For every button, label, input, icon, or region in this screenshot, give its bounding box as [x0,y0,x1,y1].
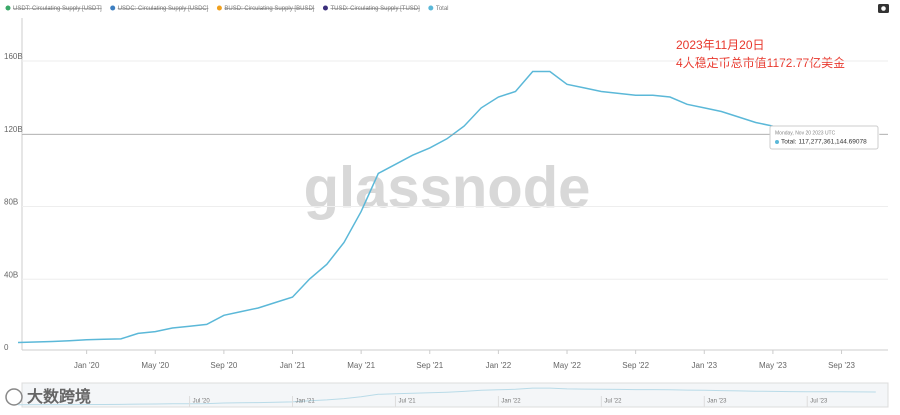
x-tick-label: May '23 [759,361,787,370]
legend-marker [428,5,434,11]
tooltip-label: Total: [781,139,797,146]
brand-text: 大数跨境 [27,387,91,406]
annotation: 2023年11月20日 [676,38,765,52]
navigator-tick-label: Jul '23 [810,399,828,405]
navigator-line [17,387,876,406]
navigator-tick-label: Jul '20 [193,399,211,405]
navigator-tick-label: Jan '22 [501,399,521,405]
legend-label: USDT: Circulating Supply [USDT] [13,6,102,12]
tooltip-marker [775,140,779,144]
y-tick-label: 80B [4,198,18,207]
tooltip-title: Monday, Nov 20 2023 UTC [775,130,836,136]
x-tick-label: Sep '20 [210,361,237,370]
legend-label: TUSD: Circulating Supply [TUSD] [330,6,420,12]
legend-marker [110,5,116,11]
legend-marker [5,5,11,11]
navigator[interactable] [21,382,889,408]
camera-icon[interactable] [878,4,889,13]
annotation: 4大稳定币总市值1172.77亿美金 [676,55,845,70]
legend-label: USDC: Circulating Supply [USDC] [118,6,209,12]
navigator-tick-label: Jul '22 [604,399,622,405]
brand-logo: 大数跨境 [5,387,91,406]
x-tick-label: Jan '22 [486,361,512,370]
y-tick-label: 0 [4,343,9,352]
x-tick-label: Sep '21 [416,361,443,370]
navigator-tick-label: Jan '21 [296,399,316,405]
x-tick-label: Sep '23 [828,361,855,370]
x-tick-label: May '21 [347,361,375,370]
legend-label: BUSD: Circulating Supply [BUSD] [224,6,314,12]
tooltip-value: 117,277,361,144.69078 [799,139,868,146]
x-tick-label: May '20 [141,361,169,370]
x-tick-label: Sep '22 [622,361,649,370]
legend-label: Total [436,6,449,12]
x-tick-label: Jan '23 [692,361,718,370]
legend-marker [216,5,222,11]
line [17,70,876,344]
y-tick-label: 160B [4,52,23,61]
y-tick-label: 120B [4,125,23,134]
x-tick-label: Jan '20 [74,361,100,370]
tooltip-box [769,125,879,150]
navigator-tick-label: Jul '21 [398,399,416,405]
legend-marker [322,5,328,11]
tooltip: Monday, Nov 20 2023 UTC Total: 117,277,361… [769,125,879,150]
navigator-tick-label: Jan '23 [707,399,727,405]
x-tick-label: Jan '21 [280,361,306,370]
x-tick-label: May '22 [553,361,581,370]
y-tick-label: 40B [4,270,18,279]
watermark: glassnode [304,155,591,220]
